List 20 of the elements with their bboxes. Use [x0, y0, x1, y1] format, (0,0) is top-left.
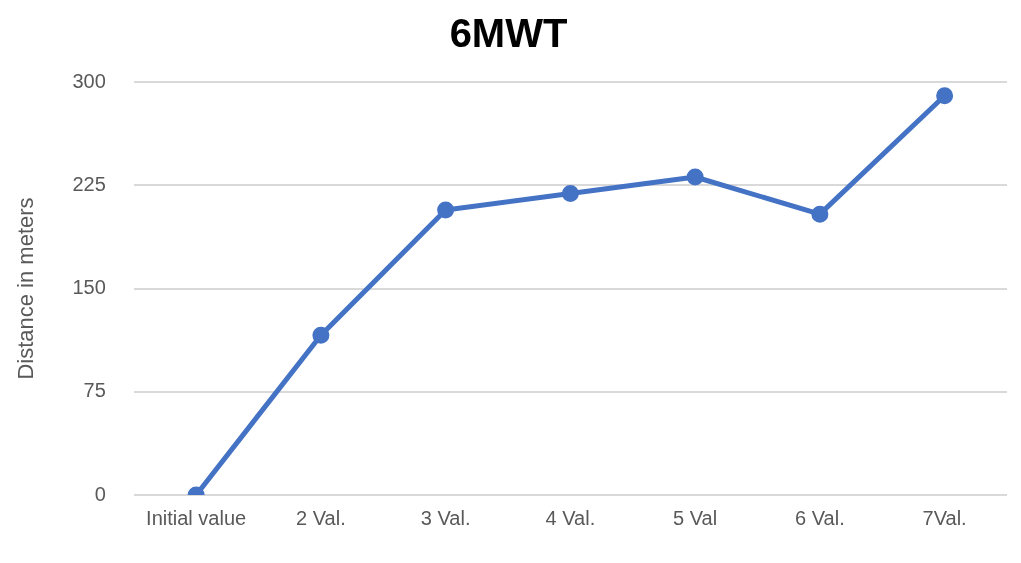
- y-tick-label: 300: [72, 69, 106, 92]
- point: [936, 87, 954, 105]
- chart-title: 6MWT: [449, 11, 568, 56]
- point: [811, 205, 829, 223]
- x-tick-label: 4 Val.: [545, 506, 596, 529]
- x-tick-label: Initial value: [146, 506, 247, 529]
- x-tick-label: 3 Val.: [420, 506, 471, 529]
- y-axis-title: Distance in meters: [13, 197, 39, 380]
- point: [437, 201, 455, 219]
- point: [561, 185, 579, 203]
- y-tick-label: 0: [94, 482, 106, 505]
- y-tick-label: 225: [72, 172, 106, 195]
- x-tick-label: 7Val.: [922, 506, 967, 529]
- point: [312, 326, 330, 344]
- y-tick-label: 75: [83, 379, 106, 402]
- x-tick-label: 2 Val.: [296, 506, 346, 529]
- point: [686, 168, 704, 186]
- x-tick-label: 6 Val.: [795, 506, 845, 529]
- x-tick-label: 5 Val: [673, 506, 718, 529]
- y-tick-label: 150: [72, 276, 106, 299]
